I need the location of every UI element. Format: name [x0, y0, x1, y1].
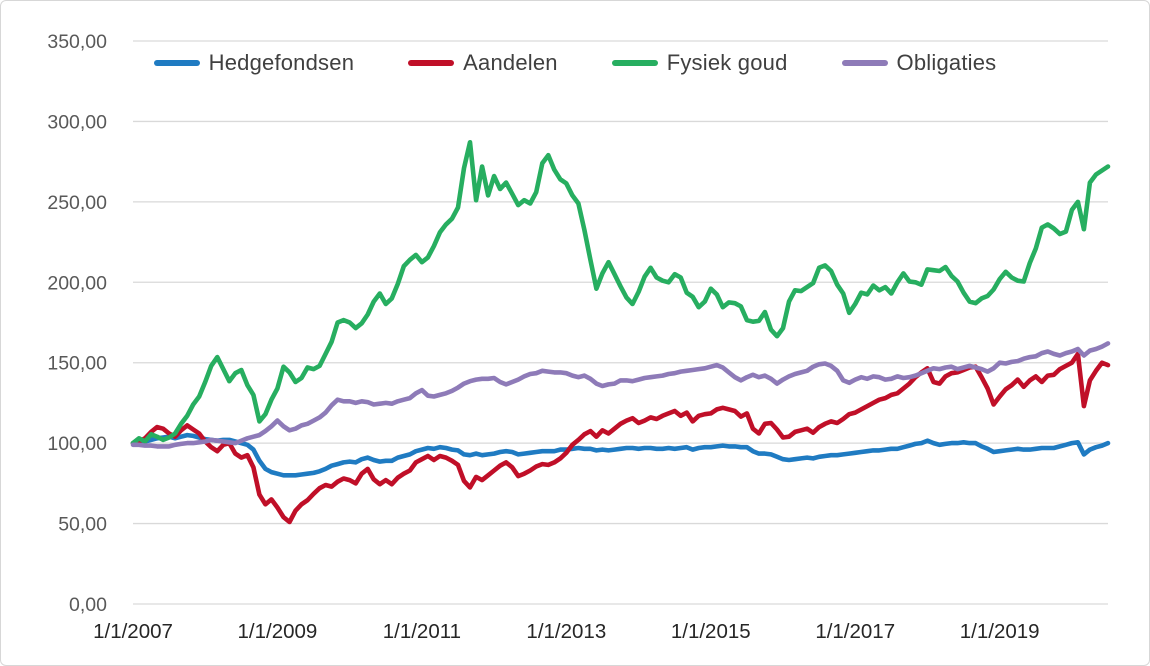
y-axis-tick-label: 250,00 — [47, 192, 107, 214]
legend-swatch-icon — [408, 60, 455, 66]
legend-label: Fysiek goud — [666, 50, 788, 75]
y-axis-tick-label: 200,00 — [47, 272, 107, 294]
chart-legend: Hedgefondsen Aandelen Fysiek goud Obligatie… — [11, 50, 1139, 76]
x-axis-tick-label: 1/1/2015 — [671, 620, 751, 643]
series-line-obligaties — [130, 341, 1111, 449]
legend-swatch-icon — [611, 60, 658, 66]
legend-swatch-icon — [841, 60, 888, 66]
series-line-fysiek-goud — [130, 140, 1111, 446]
x-axis-tick-label: 1/1/2013 — [526, 620, 606, 643]
series-line-hedgefondsen — [130, 432, 1111, 478]
x-axis-tick-label: 1/1/2017 — [815, 620, 895, 643]
x-axis-tick-label: 1/1/2011 — [383, 620, 461, 643]
legend-label: Obligaties — [896, 50, 997, 75]
x-axis-tick-label: 1/1/2007 — [93, 620, 173, 643]
x-axis-tick-label: 1/1/2009 — [238, 620, 318, 643]
y-axis-tick-label: 0,00 — [69, 594, 107, 616]
legend-item-hedgefondsen: Hedgefondsen — [153, 50, 355, 76]
y-axis-tick-label: 300,00 — [47, 111, 107, 133]
legend-item-aandelen: Aandelen — [408, 50, 558, 76]
legend-label: Aandelen — [463, 50, 558, 75]
y-axis-tick-label: 100,00 — [47, 433, 107, 455]
y-axis-tick-label: 350,00 — [47, 31, 107, 53]
series-line-aandelen — [130, 351, 1111, 525]
legend-item-obligaties: Obligaties — [841, 50, 997, 76]
y-axis-tick-label: 150,00 — [47, 353, 107, 375]
legend-label: Hedgefondsen — [208, 50, 355, 75]
legend-swatch-icon — [153, 60, 200, 66]
legend-item-fysiek-goud: Fysiek goud — [611, 50, 788, 76]
y-axis-tick-label: 50,00 — [58, 514, 107, 536]
x-axis-tick-label: 1/1/2019 — [960, 620, 1040, 643]
